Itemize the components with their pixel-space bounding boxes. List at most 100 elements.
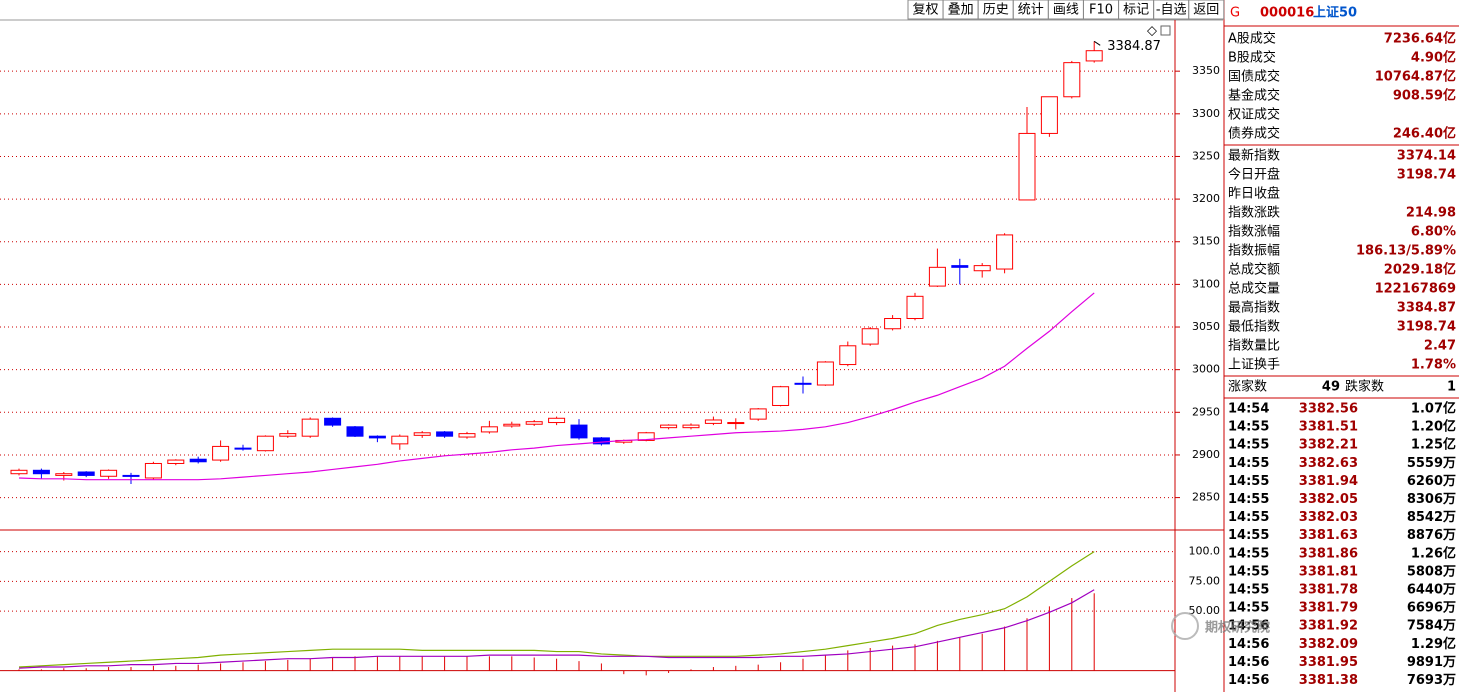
stat-label: 总成交量 bbox=[1228, 281, 1280, 297]
trade-volume: 9891万 bbox=[1407, 655, 1456, 670]
toolbar-label[interactable]: 历史 bbox=[983, 3, 1009, 18]
trade-price: 3381.81 bbox=[1299, 564, 1358, 579]
candle-body bbox=[212, 445, 230, 461]
candle-body bbox=[637, 432, 655, 441]
candle-body bbox=[749, 408, 767, 420]
watermark: 期权研究院 bbox=[1205, 620, 1270, 636]
trade-price: 3381.63 bbox=[1299, 528, 1358, 543]
trade-time: 14:54 bbox=[1228, 402, 1269, 417]
candle-body bbox=[32, 469, 50, 475]
candle-body bbox=[301, 418, 319, 437]
y-tick-label: 75.00 bbox=[1189, 574, 1221, 587]
indicator-line bbox=[18, 551, 1095, 668]
candle-body bbox=[503, 423, 521, 427]
stat-label: 昨日收盘 bbox=[1228, 186, 1280, 202]
trade-time: 14:56 bbox=[1228, 655, 1269, 670]
trade-time: 14:55 bbox=[1228, 492, 1269, 507]
y-tick-label: 2900 bbox=[1192, 448, 1220, 461]
candle-body bbox=[1018, 132, 1036, 201]
trade-price: 3381.86 bbox=[1299, 546, 1358, 561]
trade-volume: 8542万 bbox=[1407, 510, 1456, 525]
y-tick-label: 3150 bbox=[1192, 235, 1220, 248]
stat-label: 国债成交 bbox=[1228, 69, 1280, 85]
candle-body bbox=[279, 433, 297, 437]
stat-label: 指数量比 bbox=[1228, 339, 1280, 354]
y-tick-label: 3000 bbox=[1192, 363, 1220, 376]
candle-body bbox=[570, 424, 588, 439]
candle-body bbox=[548, 417, 566, 424]
toolbar-label[interactable]: -自选 bbox=[1156, 3, 1187, 18]
candle-body bbox=[660, 424, 678, 429]
candle-body bbox=[144, 462, 162, 479]
trade-volume: 8876万 bbox=[1407, 528, 1456, 543]
candle-body bbox=[839, 345, 857, 366]
toolbar-label[interactable]: 标记 bbox=[1123, 3, 1149, 18]
trade-volume: 5808万 bbox=[1407, 564, 1456, 579]
watermark-icon bbox=[1171, 612, 1199, 640]
candle-body bbox=[391, 435, 409, 445]
toolbar-button[interactable] bbox=[1188, 0, 1225, 20]
high-annotation: 3384.87 bbox=[1107, 39, 1161, 54]
index-name: 上证50 bbox=[1313, 6, 1357, 21]
stat-value: 4.90亿 bbox=[1411, 50, 1456, 66]
stat-value: 3198.74 bbox=[1397, 320, 1456, 335]
candle-body bbox=[816, 361, 834, 386]
annotation-arrow bbox=[1093, 40, 1101, 46]
candle-body bbox=[368, 435, 386, 439]
candle-body bbox=[234, 447, 252, 450]
candle-body bbox=[122, 474, 140, 477]
trade-price: 3382.09 bbox=[1299, 637, 1358, 652]
toolbar-label[interactable]: 统计 bbox=[1018, 3, 1044, 18]
window-icon[interactable] bbox=[1160, 25, 1171, 36]
trade-volume: 1.29亿 bbox=[1411, 636, 1456, 652]
stat-label: 今日开盘 bbox=[1228, 167, 1280, 183]
diamond-icon[interactable]: ◇ bbox=[1147, 24, 1157, 39]
stat-value: 10764.87亿 bbox=[1375, 69, 1456, 85]
candle-body bbox=[436, 431, 454, 437]
candle-body bbox=[1085, 50, 1103, 62]
trade-volume: 1.25亿 bbox=[1411, 437, 1456, 453]
breadth-label: 涨家数 bbox=[1228, 379, 1267, 395]
y-tick-label: 100.0 bbox=[1189, 545, 1221, 558]
indicator-line bbox=[18, 589, 1095, 669]
trade-time: 14:55 bbox=[1228, 510, 1269, 525]
candle-body bbox=[1040, 96, 1058, 134]
stat-value: 6.80% bbox=[1411, 225, 1456, 240]
trade-volume: 7584万 bbox=[1407, 619, 1456, 634]
trade-price: 3381.38 bbox=[1299, 673, 1358, 688]
trade-time: 14:55 bbox=[1228, 456, 1269, 471]
candle-body bbox=[77, 471, 95, 476]
candle-body bbox=[794, 382, 812, 385]
stat-value: 1.78% bbox=[1411, 358, 1456, 373]
stat-label: 指数涨跌 bbox=[1228, 205, 1280, 221]
trade-time: 14:55 bbox=[1228, 583, 1269, 598]
stat-value: 246.40亿 bbox=[1393, 126, 1456, 142]
toolbar-label[interactable]: 返回 bbox=[1193, 3, 1219, 18]
stat-label: 债券成交 bbox=[1228, 126, 1280, 142]
toolbar-label[interactable]: 复权 bbox=[912, 2, 938, 18]
stat-label: A股成交 bbox=[1228, 31, 1276, 47]
trade-volume: 6440万 bbox=[1407, 583, 1456, 598]
stat-value: 214.98 bbox=[1406, 206, 1456, 221]
candle-body bbox=[996, 234, 1014, 270]
candle-body bbox=[413, 432, 431, 436]
candle-body bbox=[928, 266, 946, 287]
stat-label: 指数涨幅 bbox=[1228, 225, 1280, 240]
trade-price: 3381.94 bbox=[1299, 474, 1358, 489]
candle-body bbox=[973, 265, 991, 272]
toolbar-label[interactable]: 画线 bbox=[1053, 3, 1079, 18]
candle-body bbox=[10, 469, 28, 475]
stat-value: 7236.64亿 bbox=[1384, 31, 1456, 47]
stat-label: 最新指数 bbox=[1228, 148, 1280, 164]
trade-price: 3382.21 bbox=[1299, 438, 1358, 453]
stat-label: 基金成交 bbox=[1228, 88, 1280, 104]
toolbar-label[interactable]: 叠加 bbox=[948, 3, 974, 18]
stat-label: 总成交额 bbox=[1228, 262, 1280, 278]
toolbar-label[interactable]: F10 bbox=[1089, 3, 1113, 18]
candle-body bbox=[861, 328, 879, 345]
candle-body bbox=[592, 437, 610, 445]
trade-price: 3381.78 bbox=[1299, 583, 1358, 598]
trade-time: 14:55 bbox=[1228, 528, 1269, 543]
candle-body bbox=[458, 433, 476, 438]
